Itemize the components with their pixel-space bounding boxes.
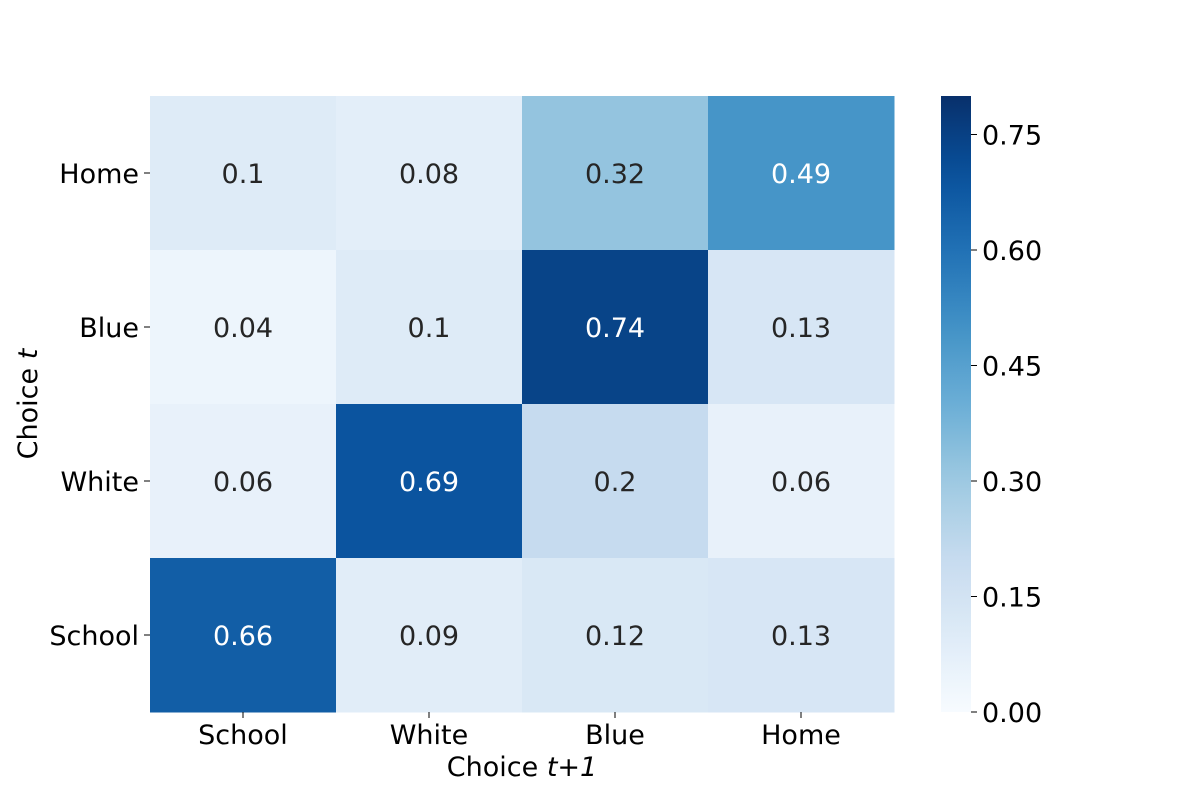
heatmap-cell [150,250,337,405]
x-axis: School White Blue Home [198,712,841,751]
colorbar-tick-label: 0.00 [982,698,1042,729]
heatmap-cell-label: 0.13 [771,621,831,652]
heatmap-cell-label: 0.13 [771,313,831,344]
y-axis-label-prefix: Choice [13,359,44,459]
heatmap-cells [150,96,895,713]
colorbar-tick-label: 0.60 [982,236,1042,267]
x-tick-label: School [198,720,288,751]
x-tick-label: White [390,720,469,751]
heatmap-cell [336,96,523,251]
colorbar-gradient [941,96,971,712]
heatmap-cell-label: 0.2 [594,467,637,498]
y-axis-label: Choice t [13,347,44,459]
heatmap-cell [522,558,709,713]
y-tick-label: School [49,621,139,652]
heatmap-cell [336,558,523,713]
heatmap-cell-label: 0.09 [399,621,459,652]
heatmap-cell-label: 0.74 [585,313,645,344]
heatmap-cell-label: 0.06 [213,467,273,498]
heatmap-cell [708,404,895,559]
heatmap-cell [522,404,709,559]
x-axis-label: Choice t+1 [447,752,597,783]
y-tick-label: White [60,467,139,498]
heatmap-cell-label: 0.49 [771,159,831,190]
heatmap-cell [336,250,523,405]
colorbar: 0.00 0.15 0.30 0.45 0.60 0.75 [941,96,1042,729]
y-axis-label-math: t [13,347,44,359]
heatmap-cell [150,96,337,251]
heatmap-cell-label: 0.1 [408,313,451,344]
y-tick-label: Home [59,159,139,190]
x-axis-label-math: t+1 [547,752,597,783]
colorbar-tick-label: 0.30 [982,467,1042,498]
heatmap-cell-label: 0.69 [399,467,459,498]
heatmap-cell-label: 0.04 [213,313,273,344]
heatmap-cell [150,558,337,713]
y-tick-label: Blue [79,313,139,344]
heatmap-cell [522,96,709,251]
y-axis: Home Blue White School [49,159,150,652]
heatmap-cell-labels: 0.1 0.08 0.32 0.49 0.04 0.1 0.74 0.13 0.06 0.69 0.… [213,159,831,652]
colorbar-tick-label: 0.15 [982,583,1042,614]
heatmap-cell [708,558,895,713]
heatmap-cell-label: 0.06 [771,467,831,498]
heatmap-cell [336,404,523,559]
x-tick-label: Blue [585,720,645,751]
heatmap-cell-label: 0.1 [222,159,265,190]
heatmap-cell-label: 0.66 [213,621,273,652]
x-tick-label: Home [761,720,841,751]
colorbar-tick-label: 0.45 [982,352,1042,383]
heatmap-cell [708,250,895,405]
x-axis-label-prefix: Choice [447,752,547,783]
heatmap-cell-label: 0.12 [585,621,645,652]
heatmap-cell-label: 0.32 [585,159,645,190]
heatmap-cell [708,96,895,251]
heatmap-cell [522,250,709,405]
heatmap-cell [150,404,337,559]
colorbar-tick-label: 0.75 [982,121,1042,152]
heatmap-cell-label: 0.08 [399,159,459,190]
